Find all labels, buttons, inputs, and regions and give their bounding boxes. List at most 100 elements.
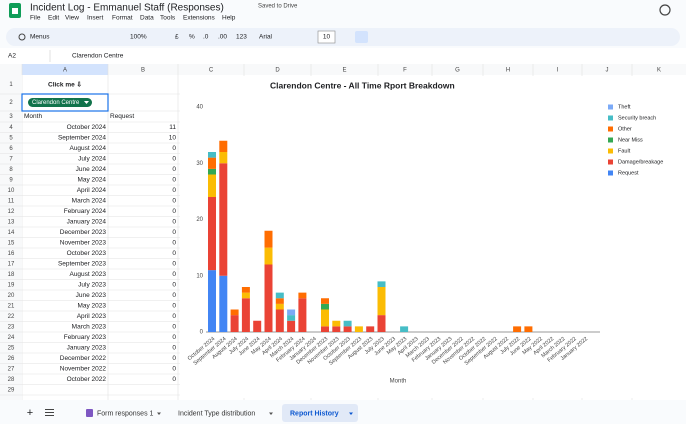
menu-search[interactable]: Menus <box>30 34 50 41</box>
row-header[interactable]: 19 <box>8 282 15 288</box>
cell-request[interactable]: 0 <box>172 208 176 215</box>
tab-menu-arrow[interactable] <box>349 412 353 416</box>
cell-request[interactable]: 0 <box>172 365 176 372</box>
cell-request[interactable]: 0 <box>172 197 176 204</box>
row-header[interactable]: 4 <box>9 125 13 131</box>
cell-request[interactable]: 0 <box>172 271 176 278</box>
column-header[interactable]: H <box>506 68 510 74</box>
formula-content[interactable]: Clarendon Centre <box>72 53 124 60</box>
cell-request[interactable]: 0 <box>172 187 176 194</box>
column-header[interactable]: G <box>455 68 460 74</box>
row-header[interactable]: 10 <box>8 188 15 194</box>
more-formats[interactable]: 123 <box>236 34 247 41</box>
cell-month[interactable]: June 2023 <box>76 292 107 299</box>
cell-month[interactable]: October 2024 <box>67 124 107 131</box>
search-icon[interactable] <box>18 33 26 41</box>
row-header[interactable]: 12 <box>8 209 15 215</box>
tab-menu-arrow[interactable] <box>157 412 161 416</box>
row-header[interactable]: 7 <box>9 156 13 162</box>
cell-month[interactable]: August 2023 <box>69 271 106 278</box>
cell-request[interactable]: 0 <box>172 313 176 320</box>
cell-month[interactable]: August 2024 <box>69 145 106 152</box>
cell-month[interactable]: November 2022 <box>60 365 107 372</box>
cell-request[interactable]: 0 <box>172 355 176 362</box>
chart-area[interactable] <box>180 76 686 398</box>
menu-item[interactable]: Help <box>222 15 236 22</box>
cell-month[interactable]: October 2022 <box>67 376 107 383</box>
cell-a1[interactable]: Click me ⇩ <box>48 81 82 89</box>
cell-month[interactable]: September 2023 <box>58 260 106 267</box>
row-header[interactable]: 18 <box>8 272 15 278</box>
cell-month[interactable]: April 2024 <box>77 187 107 194</box>
column-header[interactable]: A <box>63 68 67 74</box>
menu-item[interactable]: Tools <box>160 15 176 22</box>
cell-request[interactable]: 0 <box>172 292 176 299</box>
cell-request[interactable]: 0 <box>172 302 176 309</box>
cell-request[interactable]: 0 <box>172 376 176 383</box>
all-sheets[interactable] <box>45 412 54 413</box>
row-header[interactable]: 28 <box>8 377 15 383</box>
column-header[interactable]: F <box>403 68 407 74</box>
cell-month[interactable]: December 2022 <box>60 355 107 362</box>
cell-b3[interactable]: Request <box>110 113 134 120</box>
cell-month[interactable]: January 2024 <box>67 218 107 225</box>
cell-request[interactable]: 0 <box>172 281 176 288</box>
tab-menu-arrow[interactable] <box>269 412 273 416</box>
row-header[interactable]: 25 <box>8 345 15 351</box>
menu-item[interactable]: View <box>65 15 79 22</box>
cell-month[interactable]: October 2023 <box>67 250 107 257</box>
history-icon[interactable] <box>659 4 671 16</box>
cell-month[interactable]: March 2023 <box>72 323 107 330</box>
row-header[interactable]: 8 <box>9 167 13 173</box>
sheet-tab-label[interactable]: Form responses 1 <box>97 410 154 417</box>
increase-decimal[interactable]: .00 <box>218 34 227 41</box>
cell-request[interactable]: 0 <box>172 145 176 152</box>
menu-item[interactable]: Edit <box>48 15 59 22</box>
cell-month[interactable]: December 2023 <box>60 229 107 236</box>
cell-month[interactable]: January 2023 <box>67 344 107 351</box>
row-header[interactable]: 15 <box>8 240 15 246</box>
cell-month[interactable]: May 2023 <box>77 302 106 309</box>
row-header[interactable]: 3 <box>9 114 13 120</box>
cell-month[interactable]: June 2024 <box>76 166 107 173</box>
sheet-tab[interactable] <box>282 404 358 422</box>
currency-format[interactable]: £ <box>175 34 179 41</box>
cell-request[interactable]: 0 <box>172 176 176 183</box>
column-header[interactable]: K <box>657 68 661 74</box>
menu-item[interactable]: Insert <box>87 15 103 22</box>
percent-format[interactable]: % <box>189 34 195 41</box>
cell-a3[interactable]: Month <box>24 113 42 120</box>
row-header[interactable]: 9 <box>9 177 13 183</box>
row-header[interactable]: 1 <box>9 82 13 88</box>
row-header[interactable]: 27 <box>8 366 15 372</box>
column-header[interactable]: J <box>606 68 609 74</box>
cell-request[interactable]: 0 <box>172 218 176 225</box>
cell-request[interactable]: 0 <box>172 323 176 330</box>
all-sheets[interactable] <box>45 415 54 416</box>
cell-request[interactable]: 10 <box>169 134 177 141</box>
cell-request[interactable]: 0 <box>172 239 176 246</box>
row-header[interactable]: 20 <box>8 293 15 299</box>
doc-title[interactable]: Incident Log - Emmanuel Staff (Responses… <box>30 3 224 14</box>
row-header[interactable]: 16 <box>8 251 15 257</box>
cell-month[interactable]: July 2024 <box>78 155 106 162</box>
row-header[interactable]: 22 <box>8 314 15 320</box>
cell-month[interactable]: March 2024 <box>72 197 107 204</box>
row-header[interactable]: 17 <box>8 261 15 267</box>
font-family[interactable]: Arial <box>259 34 273 41</box>
cell-month[interactable]: February 2023 <box>64 334 107 341</box>
row-header[interactable]: 2 <box>9 100 13 106</box>
zoom[interactable]: 100% <box>130 34 147 41</box>
add-sheet[interactable]: + <box>27 407 33 419</box>
menu-item[interactable]: Data <box>140 15 154 22</box>
cell-request[interactable]: 0 <box>172 260 176 267</box>
row-header[interactable]: 6 <box>9 146 13 152</box>
cell-request[interactable]: 0 <box>172 250 176 257</box>
bold-button[interactable] <box>355 31 368 43</box>
cell-month[interactable]: July 2023 <box>78 281 106 288</box>
all-sheets[interactable] <box>45 409 54 410</box>
row-header[interactable]: 29 <box>8 387 15 393</box>
row-header[interactable]: 21 <box>8 303 15 309</box>
column-header[interactable]: C <box>209 68 214 74</box>
cell-request[interactable]: 0 <box>172 334 176 341</box>
